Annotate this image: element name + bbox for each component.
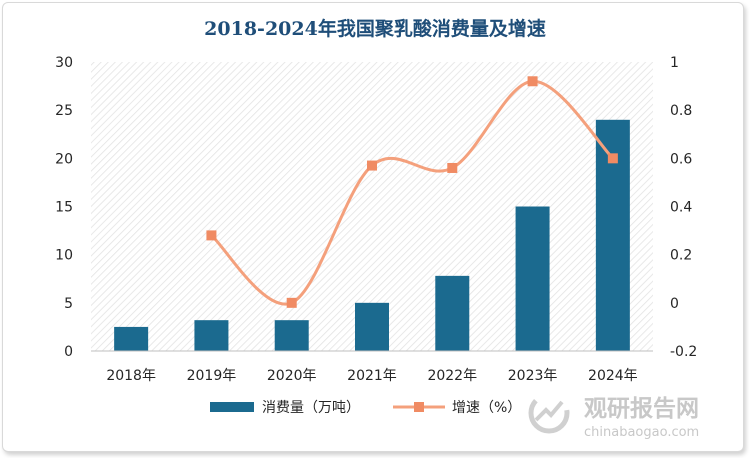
growth-marker — [206, 230, 216, 240]
x-tick-label: 2023年 — [508, 368, 558, 384]
bar — [435, 276, 469, 351]
chart-title: 2018-2024年我国聚乳酸消费量及增速 — [204, 17, 546, 40]
left-tick-label: 10 — [55, 248, 73, 264]
x-tick-label: 2022年 — [427, 368, 477, 384]
legend: 消费量（万吨） 增速（%） — [210, 400, 521, 416]
watermark: 观研报告网 chinabaogao.com — [531, 395, 699, 440]
right-tick-label: 0.2 — [670, 248, 692, 264]
x-tick-label: 2018年 — [106, 368, 156, 384]
growth-marker — [608, 153, 618, 163]
left-axis-ticks: 30 25 20 15 10 5 0 — [55, 55, 73, 360]
left-tick-label: 20 — [55, 151, 73, 167]
watermark-logo-icon — [531, 395, 567, 431]
watermark-text-en: chinabaogao.com — [584, 425, 699, 440]
left-tick-label: 5 — [64, 296, 73, 312]
x-axis-ticks: 2018年 2019年 2020年 2021年 2022年 2023年 2024年 — [106, 368, 637, 384]
growth-marker — [447, 163, 457, 173]
left-tick-label: 25 — [55, 103, 73, 119]
watermark-text-cn: 观研报告网 — [584, 396, 699, 422]
growth-marker — [287, 298, 297, 308]
bar — [114, 327, 148, 351]
right-tick-label: 0.4 — [670, 200, 692, 216]
growth-marker — [528, 76, 538, 86]
growth-marker — [367, 161, 377, 171]
right-tick-label: 0 — [670, 296, 679, 312]
bar — [275, 320, 309, 351]
right-tick-label: 1 — [670, 55, 679, 71]
left-tick-label: 0 — [64, 344, 73, 360]
legend-label-bar: 消费量（万吨） — [262, 400, 360, 416]
legend-swatch-bar — [210, 402, 254, 412]
x-tick-label: 2021年 — [347, 368, 397, 384]
legend-swatch-marker — [414, 402, 424, 412]
right-tick-label: -0.2 — [670, 344, 697, 360]
left-tick-label: 15 — [55, 200, 73, 216]
x-tick-label: 2019年 — [187, 368, 237, 384]
legend-label-line: 增速（%） — [452, 400, 521, 416]
x-tick-label: 2020年 — [267, 368, 317, 384]
right-tick-label: 0.6 — [670, 151, 692, 167]
right-axis-ticks: 1 0.8 0.6 0.4 0.2 0 -0.2 — [670, 55, 697, 360]
bar — [516, 207, 550, 352]
x-tick-label: 2024年 — [588, 368, 638, 384]
bar — [355, 303, 389, 351]
left-tick-label: 30 — [55, 55, 73, 71]
right-tick-label: 0.8 — [670, 103, 692, 119]
bar — [194, 320, 228, 351]
